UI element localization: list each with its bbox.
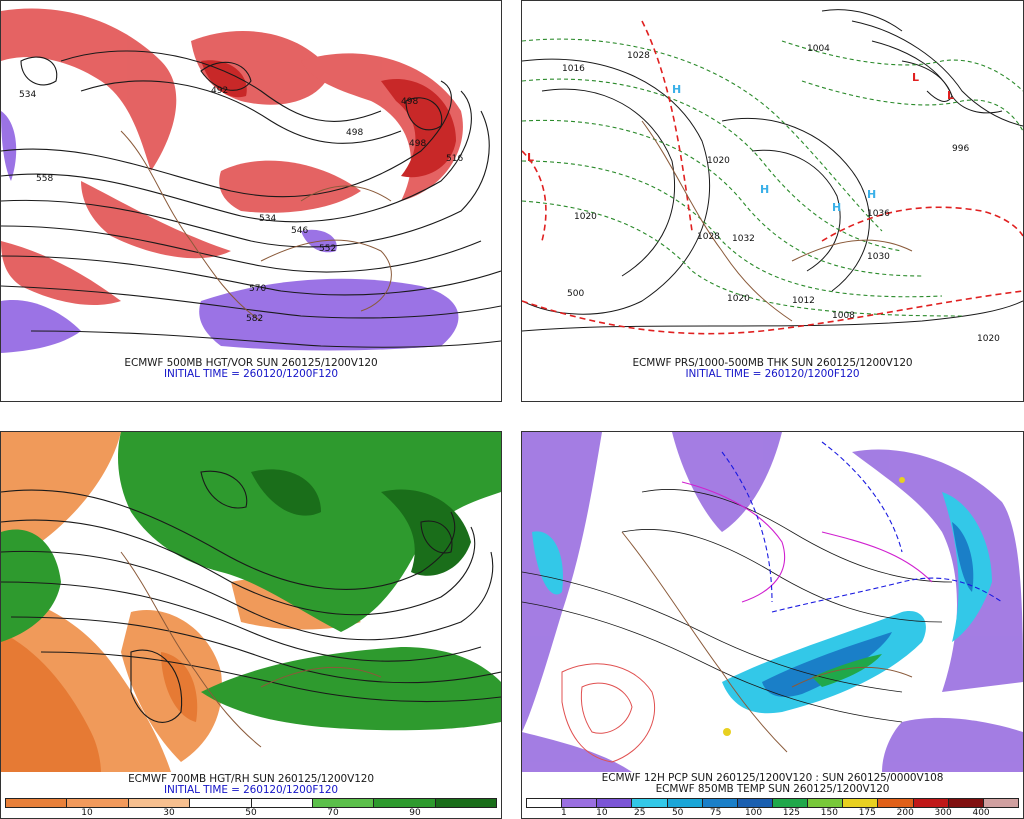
map-pressure: H H H H L L L 1016 1028 1004 1020 1020 1028 10… <box>522 1 1023 356</box>
colorbar-tick-label: 25 <box>634 808 646 818</box>
colorbar-tick-label: 50 <box>245 808 257 818</box>
panel-500mb-hgt-vor: 534 558 492 498 498 498 516 534 546 552 570 582 ECM… <box>0 0 502 402</box>
colorbar-tick-label: 75 <box>709 808 722 818</box>
contour-label: 500 <box>567 289 584 299</box>
colorbar-swatch <box>312 799 375 807</box>
colorbar-tick-label: 30 <box>163 808 175 818</box>
colorbar-swatch <box>562 799 598 807</box>
contour-label: 1032 <box>732 234 755 244</box>
contour-label: 498 <box>409 139 426 149</box>
colorbar-swatch <box>843 799 879 807</box>
contour-label: 1028 <box>697 232 720 242</box>
colorbar-tick-label: 1 <box>561 808 567 818</box>
colorbar-tick-label: 90 <box>409 808 421 818</box>
map-500mb: 534 558 492 498 498 498 516 534 546 552 570 582 <box>1 1 501 356</box>
colorbar-swatch <box>983 799 1018 807</box>
panel-700mb-hgt-rh: ECMWF 700MB HGT/RH SUN 260125/1200V120 I… <box>0 431 502 819</box>
panel-caption: ECMWF PRS/1000-500MB THK SUN 260125/1200… <box>632 357 913 369</box>
svg-text:L: L <box>947 89 954 102</box>
colorbar-swatch <box>632 799 668 807</box>
contour-label: 492 <box>211 86 228 96</box>
colorbar-tick-label: 125 <box>782 808 801 818</box>
contour-label: 1020 <box>727 294 750 304</box>
contour-label: 552 <box>319 244 336 254</box>
contour-label: 570 <box>249 284 266 294</box>
panel-caption: ECMWF 500MB HGT/VOR SUN 260125/1200V120 <box>124 357 378 369</box>
contour-label: 1012 <box>792 296 815 306</box>
initial-time: INITIAL TIME = 260120/1200F120 <box>163 368 339 380</box>
contour-label: 1030 <box>867 252 890 262</box>
colorbar-swatch <box>878 799 914 807</box>
rh-colorbar-ticks: 10 30 50 70 90 <box>5 808 497 818</box>
colorbar-tick-label: 70 <box>327 808 339 818</box>
colorbar-swatch <box>667 799 703 807</box>
contour-label: 546 <box>291 226 308 236</box>
contour-label: 1036 <box>867 209 890 219</box>
colorbar-tick-label: 300 <box>934 808 952 818</box>
colorbar-tick-label: 10 <box>596 808 608 818</box>
svg-text:H: H <box>867 188 876 201</box>
colorbar-swatch <box>737 799 773 807</box>
svg-text:H: H <box>760 183 769 196</box>
colorbar-swatch <box>6 799 68 807</box>
colorbar-tick-label: 400 <box>972 808 990 818</box>
contour-label: 996 <box>952 144 969 154</box>
contour-label: 1004 <box>807 44 830 54</box>
colorbar-swatch <box>772 799 809 807</box>
contour-label: 1020 <box>707 156 730 166</box>
colorbar-swatch <box>128 799 191 807</box>
contour-label: 1028 <box>627 51 650 61</box>
rh-colorbar <box>5 798 497 808</box>
colorbar-swatch <box>808 799 844 807</box>
map-precip <box>522 432 1023 772</box>
panel-prs-thickness: H H H H L L L 1016 1028 1004 1020 1020 1028 10… <box>521 0 1024 402</box>
map-700mb <box>1 432 501 772</box>
contour-label: 516 <box>446 154 463 164</box>
colorbar-swatch <box>67 799 129 807</box>
colorbar-swatch <box>913 799 949 807</box>
colorbar-tick-label: 150 <box>820 808 838 818</box>
colorbar-swatch <box>190 799 252 807</box>
colorbar-tick-label: 200 <box>896 808 914 818</box>
contour-label: 1020 <box>977 334 1000 344</box>
colorbar-tick-label: 175 <box>858 808 876 818</box>
colorbar-swatch <box>702 799 738 807</box>
svg-text:L: L <box>912 71 919 84</box>
contour-label: 534 <box>19 90 36 100</box>
panel-caption: ECMWF 700MB HGT/RH SUN 260125/1200V120 <box>128 773 374 785</box>
svg-text:L: L <box>527 151 534 164</box>
initial-time: INITIAL TIME = 260120/1200F120 <box>685 368 860 380</box>
panel-12h-pcp-850mb-temp: ECMWF 12H PCP SUN 260125/1200V120 : SUN … <box>521 431 1024 819</box>
svg-text:H: H <box>672 83 681 96</box>
contour-label: 534 <box>259 214 276 224</box>
colorbar-swatch <box>527 799 563 807</box>
colorbar-tick-label: 50 <box>671 808 684 818</box>
contour-label: 498 <box>346 128 363 138</box>
contour-label: 1008 <box>832 311 855 321</box>
colorbar-swatch <box>374 799 436 807</box>
colorbar-tick-label: 10 <box>81 808 93 818</box>
colorbar-swatch <box>435 799 496 807</box>
panel-caption: ECMWF 12H PCP SUN 260125/1200V120 : SUN … <box>601 772 944 784</box>
colorbar-swatch <box>948 799 984 807</box>
precip-colorbar <box>526 798 1019 808</box>
svg-text:H: H <box>832 201 841 214</box>
contour-label: 1020 <box>574 212 597 222</box>
panel-subcaption: ECMWF 850MB TEMP SUN 260125/1200V120 <box>655 783 890 795</box>
colorbar-swatch <box>597 799 633 807</box>
contour-label: 1016 <box>562 64 585 74</box>
contour-label: 582 <box>246 314 263 324</box>
contour-label: 498 <box>401 97 418 107</box>
contour-label: 558 <box>36 174 53 184</box>
colorbar-tick-label: 100 <box>744 808 763 818</box>
precip-colorbar-ticks: 1 10 25 50 75 100 125 150 175 200 300 400 <box>526 808 1019 818</box>
initial-time: INITIAL TIME = 260120/1200F120 <box>163 784 339 796</box>
colorbar-swatch <box>251 799 313 807</box>
